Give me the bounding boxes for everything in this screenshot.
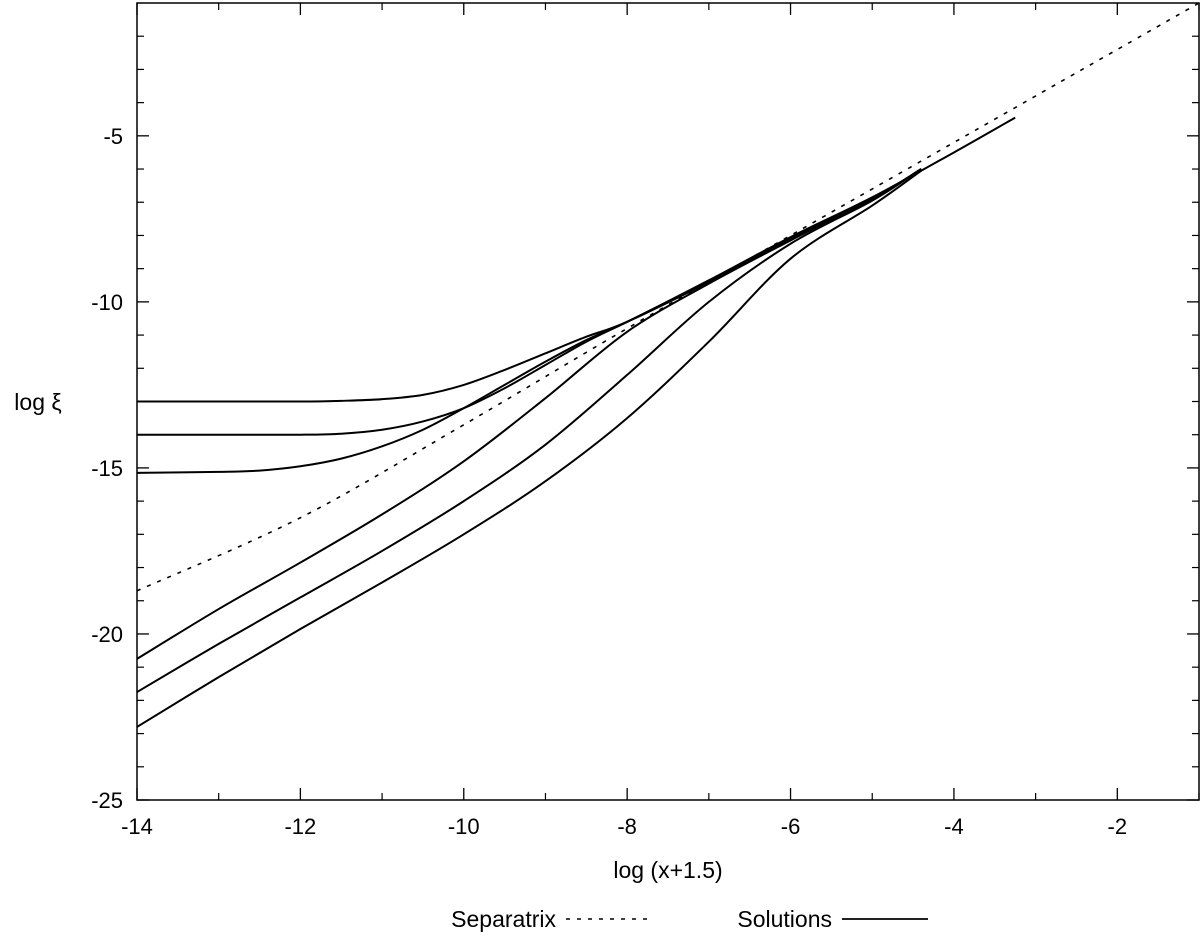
solution-line-6 — [136, 169, 922, 728]
x-tick-label: -4 — [944, 814, 964, 839]
x-tick-label: -2 — [1108, 814, 1128, 839]
legend: Separatrix Solutions — [451, 906, 928, 932]
x-tick-label: -6 — [781, 814, 801, 839]
solution-line-2 — [136, 168, 922, 436]
y-tick-label: -5 — [103, 124, 123, 149]
separatrix-line — [136, 2, 1200, 592]
tick-labels: -14 -12 -10 -8 -6 -4 -2 -25 -20 -15 -10 -5 — [91, 124, 1127, 839]
solution-line-3 — [136, 116, 1016, 474]
tick-marks — [136, 3, 1200, 801]
series-layer — [136, 2, 1200, 728]
x-tick-label: -12 — [284, 814, 316, 839]
x-tick-label: -10 — [448, 814, 480, 839]
y-tick-label: -20 — [91, 622, 123, 647]
legend-label-separatrix: Separatrix — [451, 906, 556, 932]
solution-line-5 — [136, 168, 922, 693]
y-axis-label: log ξ — [14, 389, 61, 415]
y-tick-label: -25 — [91, 788, 123, 813]
y-tick-label: -15 — [91, 456, 123, 481]
y-tick-label: -10 — [91, 290, 123, 315]
x-tick-label: -8 — [617, 814, 637, 839]
legend-label-solutions: Solutions — [737, 906, 832, 932]
solution-line-1 — [137, 168, 922, 403]
x-axis-label: log (x+1.5) — [613, 857, 722, 883]
x-tick-label: -14 — [121, 814, 153, 839]
solution-line-4 — [136, 168, 922, 660]
